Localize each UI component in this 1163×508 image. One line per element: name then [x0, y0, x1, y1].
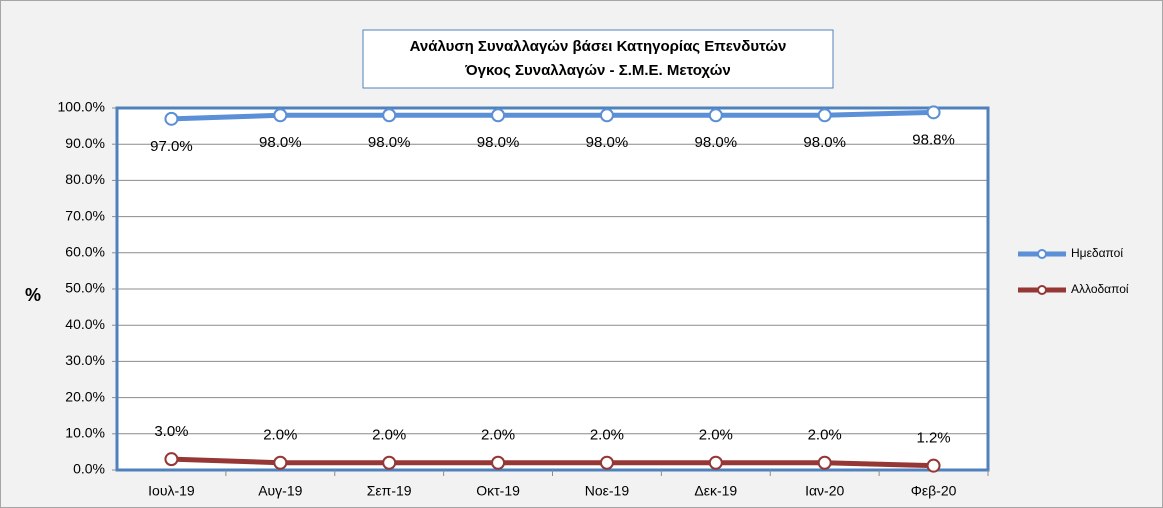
- data-point: [273, 108, 288, 123]
- chart-title: Ανάλυση Συναλλαγών βάσει Κατηγορίας Επεν…: [410, 38, 787, 55]
- legend-label: Αλλοδαποί: [1071, 282, 1129, 296]
- y-tick-label: 50.0%: [65, 280, 105, 296]
- data-label: 2.0%: [808, 427, 842, 444]
- legend-marker: [1037, 249, 1047, 259]
- data-label: 2.0%: [481, 427, 515, 444]
- data-label: 98.0%: [368, 134, 411, 151]
- y-tick-label: 90.0%: [65, 135, 105, 151]
- data-label: 98.0%: [477, 134, 520, 151]
- data-point: [599, 108, 614, 123]
- data-label: 98.8%: [912, 131, 955, 148]
- data-point: [708, 108, 723, 123]
- data-point: [491, 455, 506, 470]
- chart-subtitle: Όγκος Συναλλαγών - Σ.Μ.Ε. Μετοχών: [464, 62, 730, 79]
- data-point: [164, 452, 179, 467]
- x-tick-label: Ιουλ-19: [148, 483, 195, 499]
- data-label: 97.0%: [150, 138, 193, 155]
- y-tick-label: 40.0%: [65, 316, 105, 332]
- data-label: 2.0%: [263, 427, 297, 444]
- y-tick-label: 70.0%: [65, 207, 105, 223]
- data-point: [926, 458, 941, 473]
- data-label: 2.0%: [372, 427, 406, 444]
- x-tick-label: Ιαν-20: [805, 483, 844, 499]
- x-tick-label: Δεκ-19: [694, 483, 737, 499]
- data-point: [599, 455, 614, 470]
- data-label: 3.0%: [154, 423, 188, 440]
- x-tick-label: Φεβ-20: [911, 483, 957, 499]
- data-point: [817, 108, 832, 123]
- data-label: 2.0%: [699, 427, 733, 444]
- title-box: [362, 29, 834, 89]
- data-point: [926, 105, 941, 120]
- y-tick-label: 0.0%: [73, 461, 105, 477]
- y-tick-label: 80.0%: [65, 171, 105, 187]
- data-label: 1.2%: [916, 430, 950, 447]
- y-tick-label: 20.0%: [65, 388, 105, 404]
- x-tick-label: Αυγ-19: [258, 483, 302, 499]
- data-point: [491, 108, 506, 123]
- data-label: 2.0%: [590, 427, 624, 444]
- data-point: [273, 455, 288, 470]
- data-point: [164, 111, 179, 126]
- y-axis-label: %: [25, 285, 41, 305]
- data-point: [382, 108, 397, 123]
- series-line: [171, 456, 934, 469]
- y-tick-label: 30.0%: [65, 352, 105, 368]
- data-label: 98.0%: [803, 134, 846, 151]
- legend-label: Ημεδαποί: [1071, 246, 1123, 260]
- legend-marker: [1037, 285, 1047, 295]
- y-tick-label: 60.0%: [65, 244, 105, 260]
- data-label: 98.0%: [586, 134, 629, 151]
- data-point: [817, 455, 832, 470]
- data-point: [708, 455, 723, 470]
- x-tick-label: Οκτ-19: [476, 483, 520, 499]
- y-tick-label: 10.0%: [65, 425, 105, 441]
- data-label: 98.0%: [259, 134, 302, 151]
- x-tick-label: Σεπ-19: [367, 483, 412, 499]
- x-tick-label: Νοε-19: [585, 483, 630, 499]
- series-line: [171, 109, 934, 122]
- y-tick-label: 100.0%: [58, 99, 105, 115]
- data-label: 98.0%: [695, 134, 738, 151]
- data-point: [382, 455, 397, 470]
